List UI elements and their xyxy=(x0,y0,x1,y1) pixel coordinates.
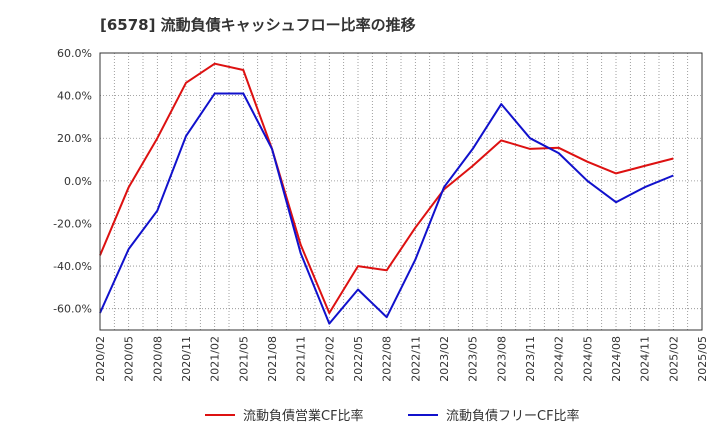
grid xyxy=(99,52,703,330)
series-line-2 xyxy=(99,92,674,325)
x-tick-label: 2023/11 xyxy=(524,336,537,382)
x-tick-label: 2020/08 xyxy=(151,336,164,382)
series-layer xyxy=(99,62,674,325)
y-tick-label: 60.0% xyxy=(57,47,92,60)
x-tick-label: 2025/02 xyxy=(667,336,680,382)
y-tick-label: -60.0% xyxy=(53,303,92,316)
x-tick-label: 2020/02 xyxy=(94,336,107,382)
x-tick-label: 2020/11 xyxy=(180,336,193,382)
x-tick-label: 2023/02 xyxy=(438,336,451,382)
x-tick-label: 2021/02 xyxy=(209,336,222,382)
y-tick-label: 0.0% xyxy=(64,175,92,188)
series-line-1 xyxy=(99,62,674,314)
x-tick-label: 2022/08 xyxy=(381,336,394,382)
x-tick-label: 2022/05 xyxy=(352,336,365,382)
x-tick-label: 2020/05 xyxy=(123,336,136,382)
x-tick-label: 2021/08 xyxy=(266,336,279,382)
x-tick-label: 2023/08 xyxy=(495,336,508,382)
x-tick-label: 2021/05 xyxy=(237,336,250,382)
legend-label-1: 流動負債営業CF比率 xyxy=(243,408,364,424)
x-tick-label: 2023/05 xyxy=(467,336,480,382)
x-tick-label: 2022/11 xyxy=(409,336,422,382)
y-tick-label: 20.0% xyxy=(57,132,92,145)
x-tick-label: 2025/05 xyxy=(696,336,709,382)
chart-title: [6578] 流動負債キャッシュフロー比率の推移 xyxy=(100,16,416,34)
x-tick-label: 2024/11 xyxy=(639,336,652,382)
legend: 流動負債営業CF比率 流動負債フリーCF比率 xyxy=(205,408,580,424)
plot-frame xyxy=(99,52,703,331)
x-tick-label: 2024/02 xyxy=(553,336,566,382)
legend-label-2: 流動負債フリーCF比率 xyxy=(446,408,580,424)
y-axis-ticks: 60.0% 40.0% 20.0% 0.0% -20.0% -40.0% -60.0% xyxy=(53,47,92,316)
x-tick-label: 2022/02 xyxy=(323,336,336,382)
x-axis-ticks: 2020/02 2020/05 2020/08 2020/11 2021/02 2021/… xyxy=(94,336,709,382)
x-tick-label: 2024/05 xyxy=(581,336,594,382)
x-tick-label: 2021/11 xyxy=(295,336,308,382)
x-tick-label: 2024/08 xyxy=(610,336,623,382)
y-tick-label: -20.0% xyxy=(53,217,92,230)
y-tick-label: -40.0% xyxy=(53,260,92,273)
y-tick-label: 40.0% xyxy=(57,90,92,103)
